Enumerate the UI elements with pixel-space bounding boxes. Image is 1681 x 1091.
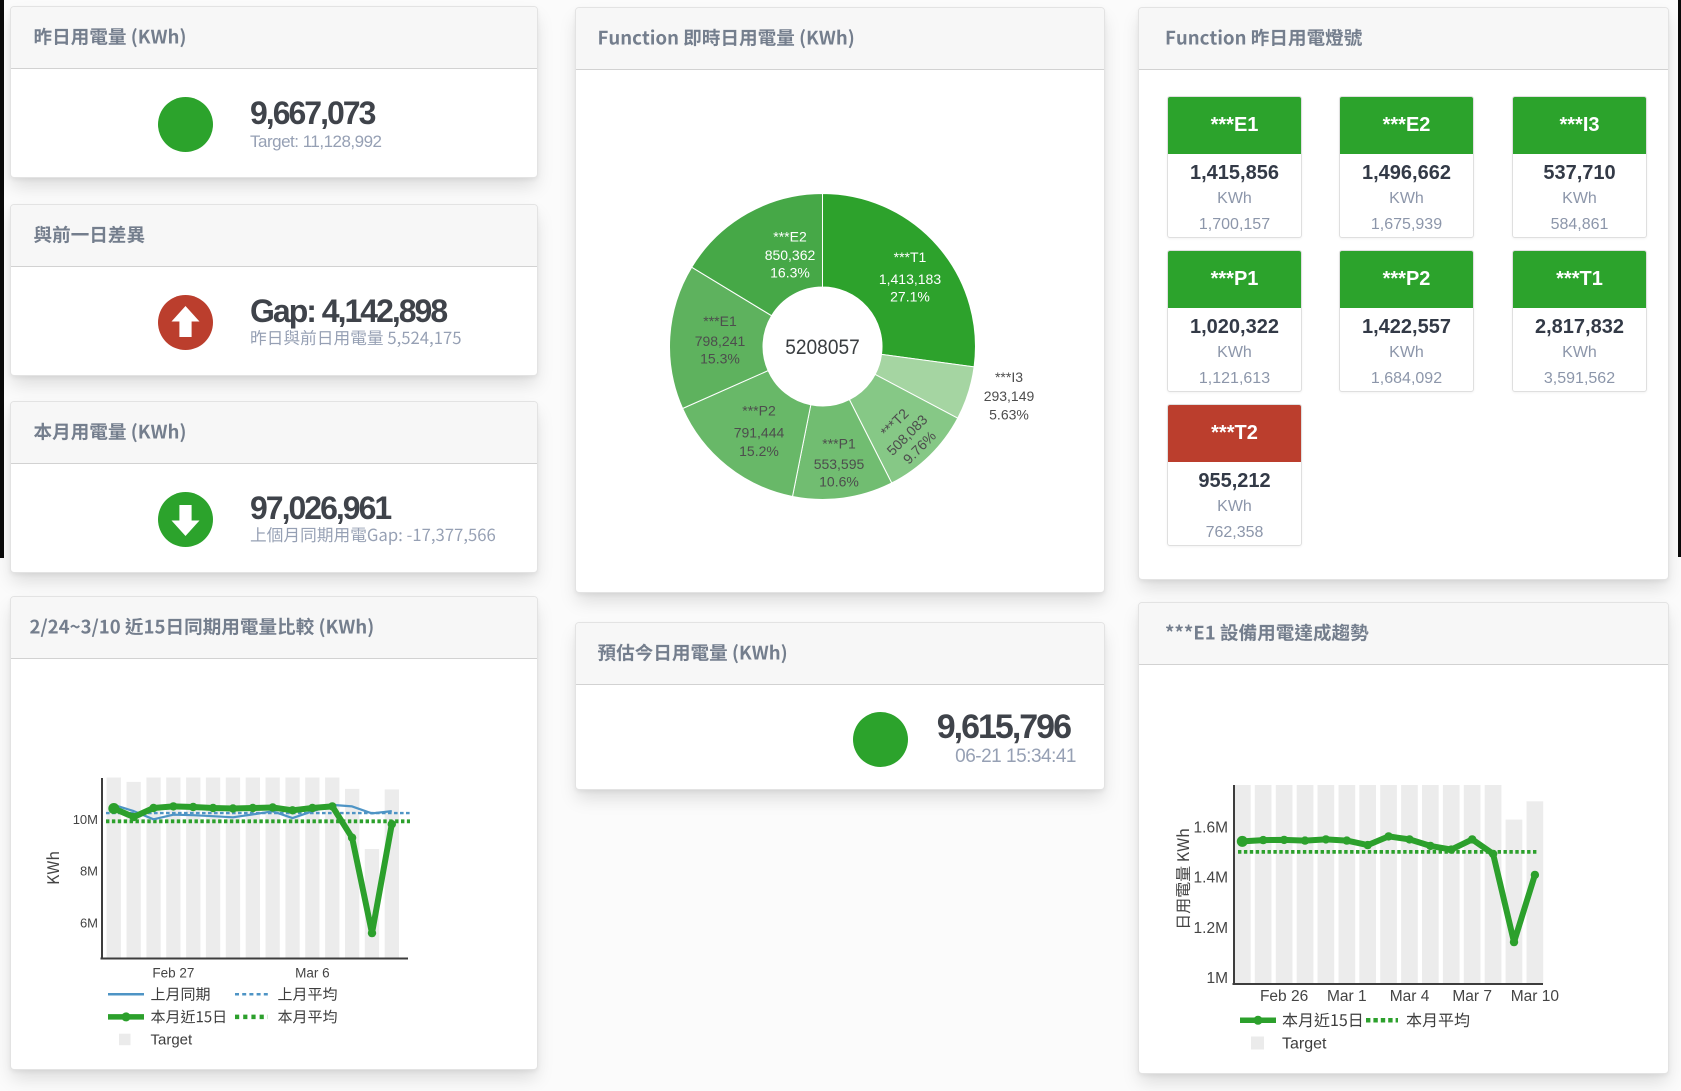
svg-text:***T1: ***T1: [894, 249, 927, 265]
svg-text:553,595: 553,595: [814, 456, 865, 472]
svg-text:10M: 10M: [73, 812, 98, 827]
svg-text:791,444: 791,444: [734, 425, 785, 441]
svg-text:1.2M: 1.2M: [1194, 920, 1228, 937]
svg-text:850,362: 850,362: [765, 247, 816, 263]
svg-text:***P2: ***P2: [742, 403, 776, 419]
svg-text:***P1: ***P1: [822, 436, 856, 452]
svg-text:Target: Target: [151, 1031, 194, 1048]
svg-text:Target: Target: [1282, 1036, 1327, 1053]
svg-text:***E2: ***E2: [773, 228, 807, 244]
svg-text:6M: 6M: [80, 915, 98, 930]
svg-text:Mar 7: Mar 7: [1452, 988, 1492, 1005]
svg-text:Feb 26: Feb 26: [1260, 988, 1308, 1005]
svg-text:Feb 27: Feb 27: [152, 966, 194, 981]
svg-text:10.6%: 10.6%: [819, 474, 859, 490]
svg-text:Mar 4: Mar 4: [1390, 988, 1430, 1005]
svg-text:16.3%: 16.3%: [770, 265, 810, 281]
svg-text:293,149: 293,149: [984, 388, 1035, 404]
svg-text:1,413,183: 1,413,183: [879, 271, 941, 287]
svg-text:1M: 1M: [1206, 970, 1228, 987]
svg-text:1.4M: 1.4M: [1194, 870, 1228, 887]
svg-text:15.3%: 15.3%: [700, 350, 740, 366]
svg-text:***E1: ***E1: [703, 313, 737, 329]
svg-text:1.6M: 1.6M: [1194, 820, 1228, 837]
svg-text:5208057: 5208057: [785, 336, 860, 359]
svg-text:15.2%: 15.2%: [739, 443, 779, 459]
svg-text:8M: 8M: [80, 864, 98, 879]
svg-text:***I3: ***I3: [995, 369, 1023, 385]
svg-text:Mar 6: Mar 6: [295, 966, 330, 981]
svg-text:5.63%: 5.63%: [989, 407, 1029, 423]
svg-text:Mar 10: Mar 10: [1511, 988, 1560, 1005]
svg-text:Mar 1: Mar 1: [1327, 988, 1367, 1005]
svg-text:798,241: 798,241: [695, 333, 746, 349]
svg-text:27.1%: 27.1%: [890, 288, 930, 304]
